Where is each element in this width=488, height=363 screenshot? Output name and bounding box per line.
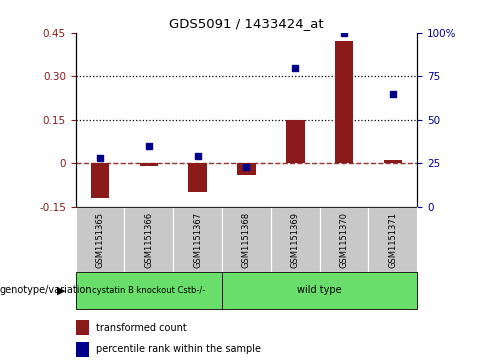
Text: wild type: wild type (297, 285, 342, 295)
Bar (188, 163, 207, 192)
Point (389, 91, 397, 97)
Text: genotype/variation: genotype/variation (0, 285, 93, 295)
Bar (222, 207, 271, 272)
Text: transformed count: transformed count (96, 323, 187, 333)
Bar (173, 207, 222, 272)
Bar (271, 207, 320, 272)
Bar (76, 342, 89, 357)
Bar (124, 207, 173, 272)
Point (194, 154, 202, 159)
Point (291, 65, 299, 70)
Text: cystatin B knockout Cstb-/-: cystatin B knockout Cstb-/- (92, 286, 205, 295)
Bar (76, 207, 124, 272)
Bar (91, 163, 109, 198)
Text: GSM1151367: GSM1151367 (193, 212, 202, 268)
Point (96, 155, 104, 161)
Bar (237, 163, 256, 175)
Bar (368, 207, 417, 272)
Text: ▶: ▶ (58, 285, 66, 295)
Bar (140, 163, 158, 166)
Bar (384, 160, 402, 163)
Bar (222, 272, 417, 309)
Text: GSM1151370: GSM1151370 (340, 212, 348, 268)
Text: percentile rank within the sample: percentile rank within the sample (96, 344, 261, 354)
Bar (286, 120, 305, 163)
Bar (335, 41, 353, 163)
Bar (320, 207, 368, 272)
Text: GSM1151369: GSM1151369 (291, 212, 300, 268)
Bar (76, 320, 89, 335)
Point (340, 30, 348, 36)
Point (243, 164, 250, 170)
Text: GSM1151368: GSM1151368 (242, 212, 251, 268)
Text: GSM1151365: GSM1151365 (96, 212, 104, 268)
Point (145, 143, 153, 149)
Text: GSM1151366: GSM1151366 (144, 212, 153, 268)
Bar (76, 272, 222, 309)
Title: GDS5091 / 1433424_at: GDS5091 / 1433424_at (169, 17, 324, 30)
Text: GSM1151371: GSM1151371 (388, 212, 397, 268)
